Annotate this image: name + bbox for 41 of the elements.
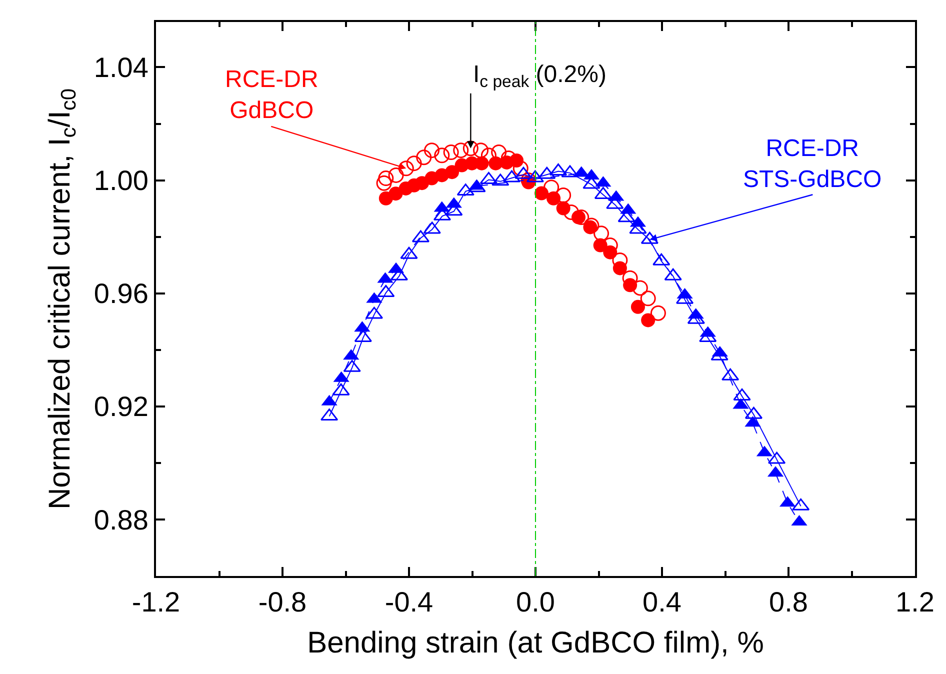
point [445,165,460,180]
point [491,144,507,160]
point [462,140,478,156]
point [453,142,469,158]
point [416,150,432,166]
x-tick-label: -1.2 [132,586,180,618]
point [443,144,459,160]
point [376,175,392,191]
annotation: I$_{c peak}$ (0.2%) [473,61,606,92]
x-tick-label: 0.0 [516,586,555,618]
point [388,186,403,201]
y-tick-label: 0.88 [94,504,148,536]
y-tick-label: 1.00 [94,165,148,196]
point [424,142,440,158]
point [512,160,528,176]
point [398,160,414,176]
point [640,290,656,306]
y-tick-label: 0.92 [94,391,148,422]
point [632,280,648,296]
point [641,313,656,328]
annotation: RCE-DR STS-GdBCO [743,135,882,194]
y-tick-label: 1.04 [94,52,148,84]
point [473,142,489,158]
point [650,305,666,321]
point [378,170,394,186]
x-tick-label: 0.8 [769,586,808,618]
point [480,148,496,164]
point [434,148,450,164]
point [630,300,645,314]
point [594,226,610,242]
x-tick-label: 0.4 [642,586,682,618]
x-tick-label: 1.2 [896,586,934,618]
annotation: RCE-DR GdBCO [225,66,318,124]
x-axis-title: Bending strain (at GdBCO film), % [307,626,764,660]
x-tick-label: -0.4 [384,586,434,618]
point [556,188,572,204]
y-tick-label: 0.96 [94,278,148,310]
point [544,180,560,196]
x-tick-label: -0.8 [258,586,307,618]
point [388,167,404,183]
point [406,156,422,172]
